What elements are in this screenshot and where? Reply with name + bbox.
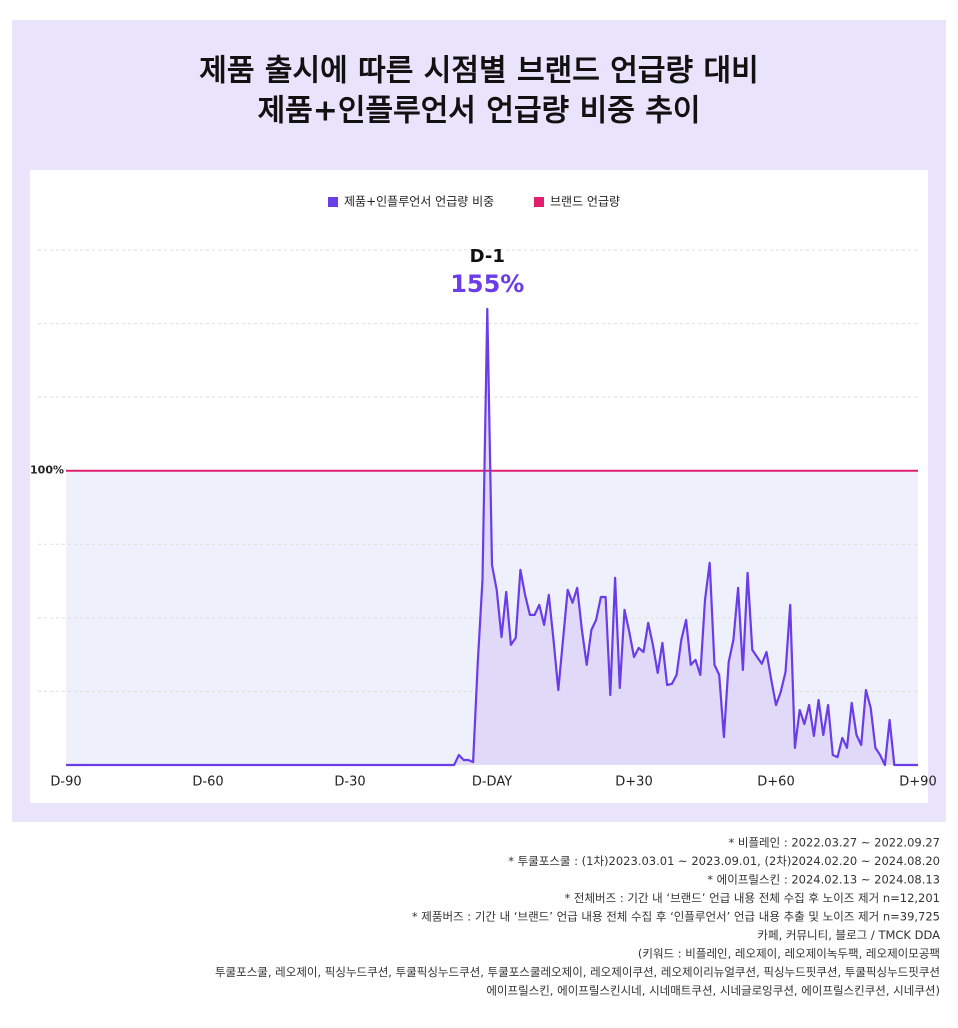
legend-label: 제품+인플루언서 언급량 비중 — [344, 195, 494, 209]
footnote: * 에이프릴스킨 : 2024.02.13 ~ 2024.08.13 — [707, 873, 940, 887]
x-tick-label: D-DAY — [472, 775, 512, 790]
chart-title: 제품+인플루언서 언급량 비중 추이 — [258, 94, 701, 129]
legend-label: 브랜드 언급량 — [550, 195, 620, 209]
footnote: * 제품버즈 : 기간 내 ‘브랜드’ 언급 내용 전체 수집 후 ‘인플루언서… — [412, 910, 940, 924]
footnote: 투쿨포스쿨, 레오제이, 픽싱누드쿠션, 투쿨픽싱누드쿠션, 투쿨포스쿨레오제이… — [215, 965, 940, 979]
legend-swatch — [328, 197, 338, 207]
x-tick-label: D+30 — [615, 775, 652, 790]
x-tick-label: D-60 — [192, 775, 223, 790]
annotation-label: 155% — [450, 270, 524, 298]
chart-title: 제품 출시에 따른 시점별 브랜드 언급량 대비 — [199, 54, 758, 89]
y-tick-label: 100% — [30, 464, 64, 477]
x-tick-label: D+90 — [899, 775, 936, 790]
footnote: 카페, 커뮤니티, 블로그 / TMCK DDA — [757, 928, 940, 942]
x-tick-label: D-90 — [50, 775, 81, 790]
legend-swatch — [534, 197, 544, 207]
series-area — [66, 308, 918, 765]
x-tick-label: D+60 — [757, 775, 794, 790]
footnote: * 비플레인 : 2022.03.27 ~ 2022.09.27 — [728, 836, 940, 850]
x-tick-label: D-30 — [334, 775, 365, 790]
series-line — [66, 307, 918, 767]
annotation-title: D-1 — [470, 246, 505, 267]
footnote: * 투쿨포스쿨 : (1차)2023.03.01 ~ 2023.09.01, (… — [508, 854, 940, 868]
footnote: (키워드 : 비플레인, 레오제이, 레오제이녹두팩, 레오제이모공팩 — [638, 947, 940, 961]
footnote: * 전체버즈 : 기간 내 ‘브랜드’ 언급 내용 전체 수집 후 노이즈 제거… — [564, 891, 940, 905]
footnote: 에이프릴스킨, 에이프릴스킨시네, 시네매트쿠션, 시네글로잉쿠션, 에이프릴스… — [486, 984, 940, 998]
